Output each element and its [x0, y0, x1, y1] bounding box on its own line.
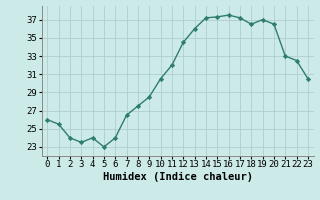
X-axis label: Humidex (Indice chaleur): Humidex (Indice chaleur)	[103, 172, 252, 182]
